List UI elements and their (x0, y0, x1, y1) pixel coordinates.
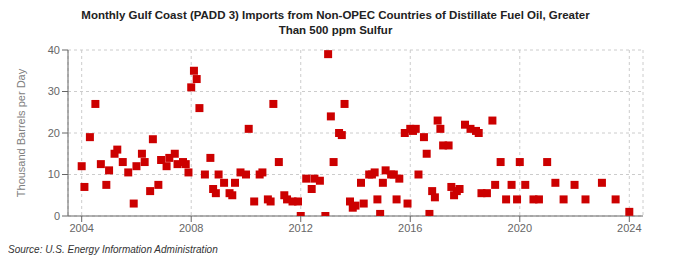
svg-text:2016: 2016 (398, 222, 422, 234)
html-text:Than 500 ppm Sulfur: Than 500 ppm Sulfur (278, 24, 393, 36)
svg-text:10: 10 (48, 168, 60, 180)
svg-text:2020: 2020 (508, 222, 532, 234)
svg-text:20: 20 (48, 127, 60, 139)
svg-text:0: 0 (54, 210, 60, 222)
svg-text:2012: 2012 (288, 222, 312, 234)
svg-text:Thousand Barrels per Day: Thousand Barrels per Day (15, 68, 27, 197)
svg-text:2024: 2024 (617, 222, 641, 234)
svg-text:2008: 2008 (179, 222, 203, 234)
html-text:Monthly Gulf Coast (PADD 3) Im: Monthly Gulf Coast (PADD 3) Imports from… (81, 9, 590, 21)
svg-text:2004: 2004 (69, 222, 93, 234)
html-text:Source: U.S. Energy Informatio: Source: U.S. Energy Information Administ… (8, 244, 218, 255)
svg-text:30: 30 (48, 85, 60, 97)
svg-text:40: 40 (48, 44, 60, 56)
